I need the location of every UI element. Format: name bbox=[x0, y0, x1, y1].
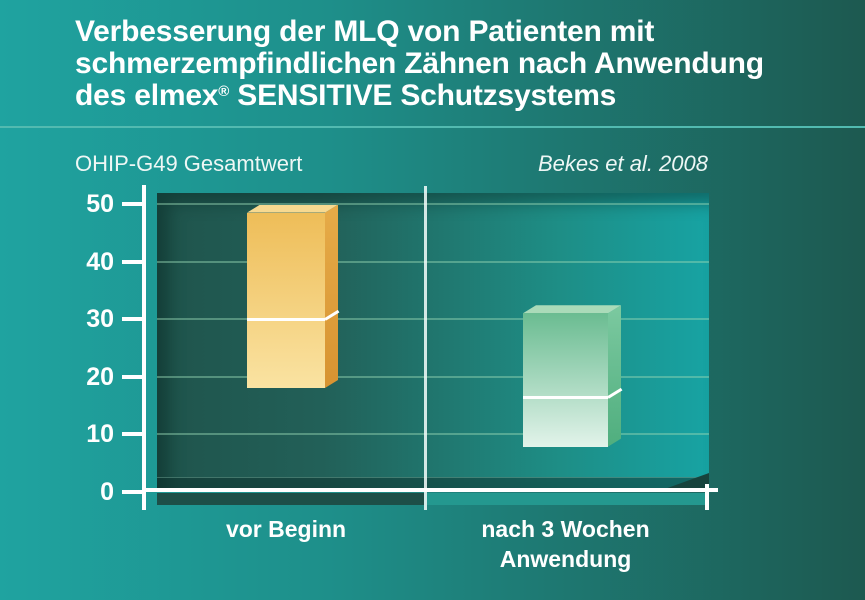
title-line-1: Verbesserung der MLQ von Patienten mit bbox=[75, 15, 655, 48]
title-line-3-cont: SENSITIVE Schutzsystems bbox=[229, 79, 617, 112]
bar-2-top-face bbox=[523, 305, 621, 314]
source-citation: Bekes et al. 2008 bbox=[537, 151, 708, 176]
x-axis-right-tick bbox=[705, 484, 709, 510]
y-tick-50 bbox=[122, 202, 143, 206]
y-tick-10 bbox=[122, 432, 143, 436]
bar-1-side-face bbox=[325, 204, 338, 388]
y-axis-line bbox=[142, 185, 146, 510]
plot-area bbox=[157, 193, 709, 490]
category-divider-line bbox=[424, 186, 427, 510]
gridline-30 bbox=[157, 318, 709, 320]
category-label-1: vor Beginn bbox=[225, 516, 347, 542]
gridline-20 bbox=[157, 375, 709, 378]
y-axis-title: OHIP-G49 Gesamtwert bbox=[75, 151, 303, 176]
gridline-50 bbox=[157, 203, 709, 205]
x-axis-line bbox=[142, 488, 718, 492]
chart-title: Verbesserung der MLQ von Patienten mit s… bbox=[75, 16, 764, 112]
plot-base-left bbox=[157, 493, 424, 505]
y-tick-label-50: 50 bbox=[86, 190, 114, 218]
y-tick-20 bbox=[122, 374, 143, 379]
registered-trademark-symbol: ® bbox=[218, 83, 230, 100]
bar-1-front-face bbox=[247, 212, 325, 388]
gridline-10 bbox=[157, 433, 709, 435]
y-tick-label-0: 0 bbox=[100, 477, 114, 506]
title-line-2: schmerzempfindlichen Zähnen nach Anwendu… bbox=[75, 47, 764, 80]
bar-1-top-face bbox=[247, 204, 338, 213]
plot-base-right bbox=[427, 493, 709, 505]
gridline-40 bbox=[157, 260, 709, 263]
plot-floor-shadow bbox=[157, 477, 709, 491]
header-divider-line bbox=[0, 126, 865, 128]
y-tick-40 bbox=[122, 259, 143, 264]
y-tick-label-20: 20 bbox=[86, 362, 114, 391]
y-tick-30 bbox=[122, 317, 143, 321]
y-tick-label-10: 10 bbox=[86, 420, 114, 448]
category-label-2: nach 3 Wochen Anwendung bbox=[481, 516, 650, 572]
title-line-3: des elmex bbox=[75, 79, 219, 112]
bar-2-side-face bbox=[608, 305, 621, 447]
y-tick-label-40: 40 bbox=[86, 247, 114, 276]
bar-1-mean-line bbox=[247, 317, 325, 321]
y-tick-0 bbox=[122, 489, 143, 494]
bar-2-front-face bbox=[523, 313, 608, 447]
y-tick-label-30: 30 bbox=[86, 305, 114, 333]
bar-2-mean-line bbox=[523, 396, 608, 400]
